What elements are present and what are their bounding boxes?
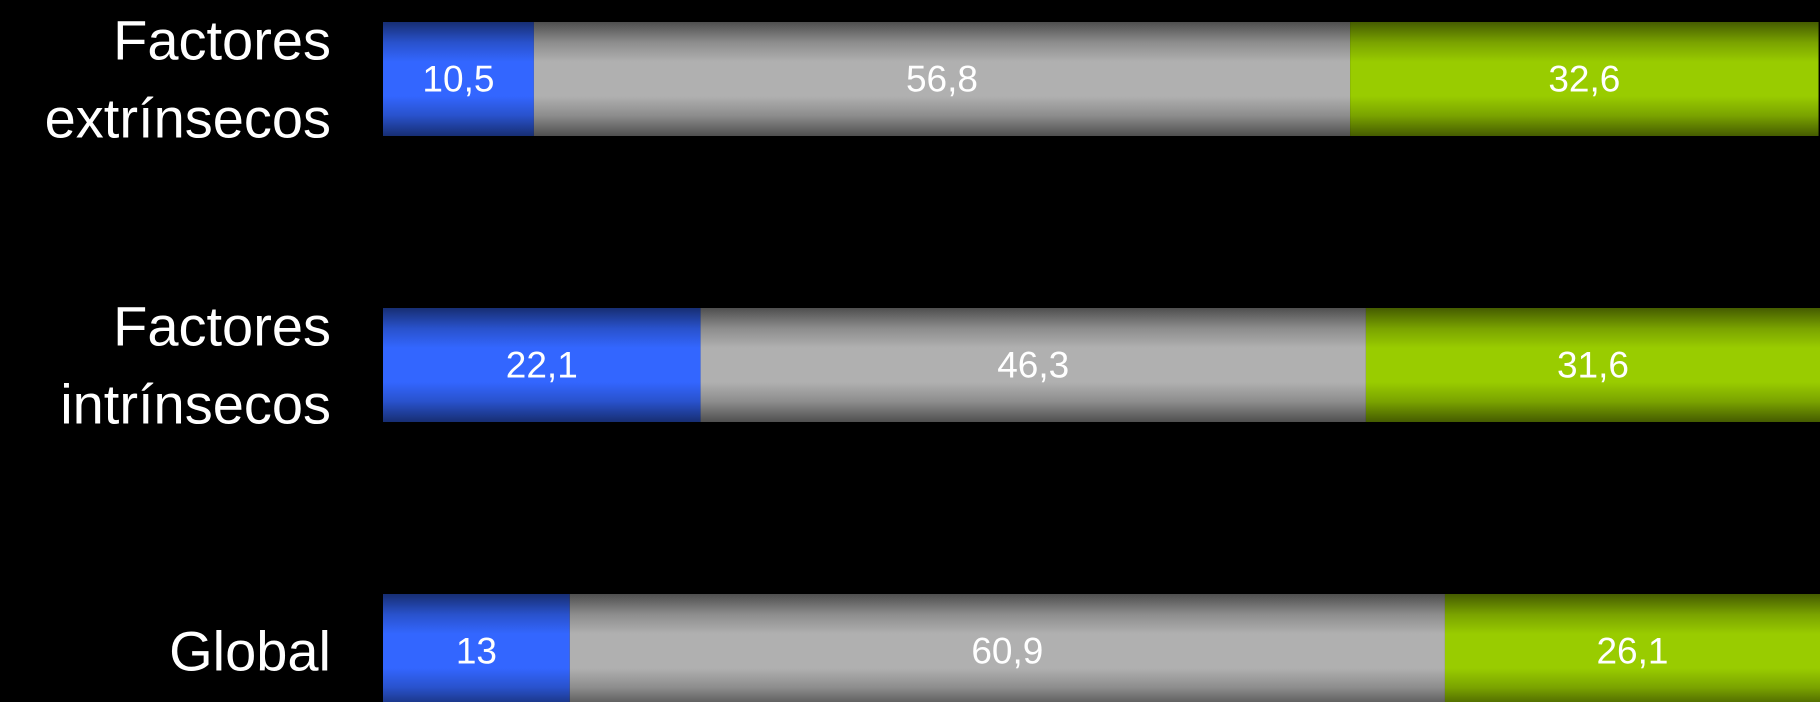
bar-segment — [1350, 22, 1819, 136]
data-label: 31,6 — [1557, 345, 1629, 386]
category-label: Factores intrínsecos — [60, 295, 331, 436]
category-label-line: Factores — [113, 9, 331, 72]
data-label: 60,9 — [971, 631, 1043, 672]
category-label: Global — [169, 620, 331, 683]
bar-segment — [1365, 308, 1820, 422]
data-label: 22,1 — [506, 345, 578, 386]
bar-segment — [383, 308, 701, 422]
bar-segment — [383, 22, 534, 136]
data-label: 26,1 — [1596, 631, 1668, 672]
bar-segment — [383, 594, 570, 702]
bar-segment — [700, 308, 1366, 422]
category-label-line: Global — [169, 620, 331, 683]
data-label: 46,3 — [997, 345, 1069, 386]
bar-segment — [533, 22, 1351, 136]
category-label-line: extrínsecos — [45, 87, 331, 150]
data-label: 56,8 — [906, 59, 978, 100]
data-label: 32,6 — [1548, 59, 1620, 100]
bar-segment — [1444, 594, 1820, 702]
data-label: 10,5 — [422, 59, 494, 100]
category-label-line: Factores — [113, 295, 331, 358]
category-label: Factores extrínsecos — [45, 9, 331, 150]
category-label-line: intrínsecos — [60, 373, 331, 436]
bar-segment — [569, 594, 1445, 702]
data-label: 13 — [456, 631, 497, 672]
